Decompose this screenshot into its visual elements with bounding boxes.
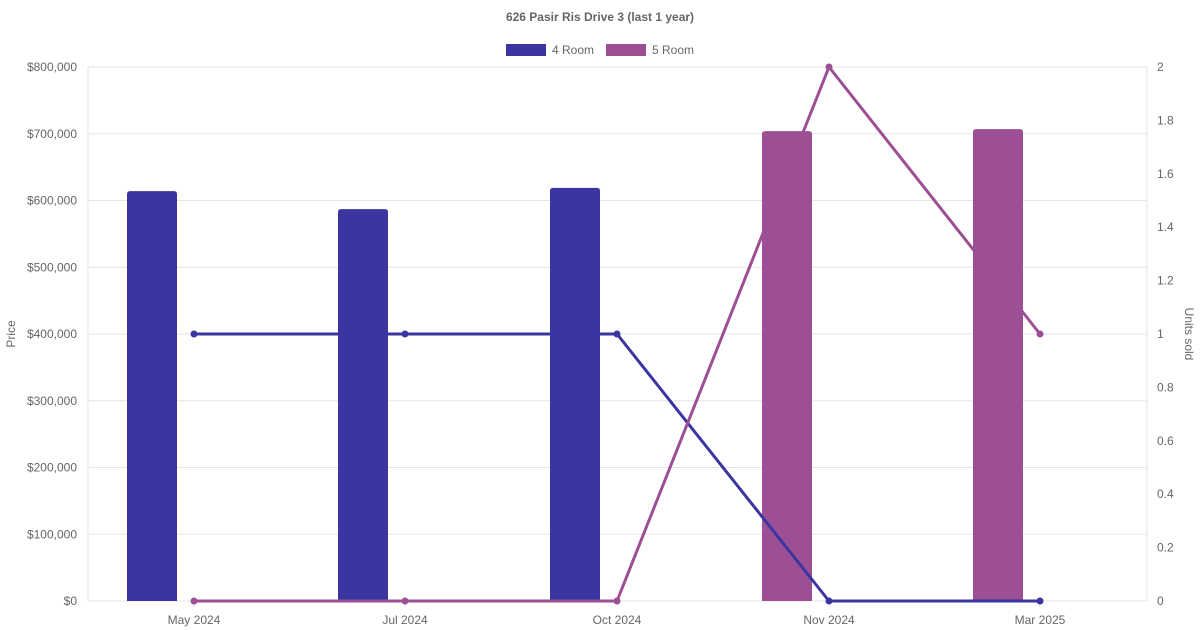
x-axis: May 2024 Jul 2024 Oct 2024 Nov 2024 Mar 2025 bbox=[168, 601, 1066, 627]
right-tick-label: 1.6 bbox=[1157, 167, 1174, 181]
left-tick-label: $0 bbox=[64, 594, 78, 608]
right-tick-label: 2 bbox=[1157, 60, 1164, 74]
left-tick-label: $500,000 bbox=[27, 260, 77, 274]
left-tick-label: $800,000 bbox=[27, 60, 77, 74]
right-tick-label: 0.6 bbox=[1157, 434, 1174, 448]
point-5-room[interactable] bbox=[401, 597, 409, 605]
point-5-room[interactable] bbox=[190, 597, 198, 605]
x-tick-label: May 2024 bbox=[168, 613, 221, 627]
left-tick-label: $700,000 bbox=[27, 127, 77, 141]
right-tick-label: 1.2 bbox=[1157, 274, 1174, 288]
bar-5-room[interactable] bbox=[762, 131, 812, 601]
right-y-axis: 0 0.2 0.4 0.6 0.8 1 1.2 1.4 1.6 1.8 2 bbox=[1157, 60, 1174, 608]
left-tick-label: $300,000 bbox=[27, 394, 77, 408]
right-tick-label: 0.4 bbox=[1157, 487, 1174, 501]
x-tick-label: Jul 2024 bbox=[382, 613, 428, 627]
lines bbox=[190, 63, 1044, 605]
bar-4-room[interactable] bbox=[550, 187, 600, 601]
legend-swatch[interactable] bbox=[506, 44, 546, 56]
point-5-room[interactable] bbox=[1036, 330, 1044, 338]
point-4-room[interactable] bbox=[190, 330, 198, 338]
point-5-room[interactable] bbox=[825, 63, 833, 71]
bar-5-room[interactable] bbox=[973, 129, 1023, 601]
right-axis-title: Units sold bbox=[1182, 308, 1196, 361]
right-tick-label: 0.8 bbox=[1157, 380, 1174, 394]
x-tick-label: Oct 2024 bbox=[593, 613, 642, 627]
right-tick-label: 1 bbox=[1157, 327, 1164, 341]
point-5-room[interactable] bbox=[613, 597, 621, 605]
legend-swatch[interactable] bbox=[606, 44, 646, 56]
bar-4-room[interactable] bbox=[338, 209, 388, 602]
point-4-room[interactable] bbox=[825, 597, 833, 605]
legend-label[interactable]: 4 Room bbox=[552, 43, 594, 57]
left-tick-label: $400,000 bbox=[27, 327, 77, 341]
left-tick-label: $600,000 bbox=[27, 194, 77, 208]
right-tick-label: 1.8 bbox=[1157, 113, 1174, 127]
bars bbox=[127, 129, 1023, 602]
left-axis-title: Price bbox=[4, 320, 18, 348]
chart-title: 626 Pasir Ris Drive 3 (last 1 year) bbox=[506, 10, 694, 24]
right-tick-label: 1.4 bbox=[1157, 220, 1174, 234]
point-4-room[interactable] bbox=[401, 330, 409, 338]
left-tick-label: $100,000 bbox=[27, 527, 77, 541]
x-tick-label: Nov 2024 bbox=[803, 613, 855, 627]
point-4-room[interactable] bbox=[1036, 597, 1044, 605]
point-4-room[interactable] bbox=[613, 330, 621, 338]
x-tick-label: Mar 2025 bbox=[1015, 613, 1066, 627]
bar-4-room[interactable] bbox=[127, 191, 177, 601]
left-tick-label: $200,000 bbox=[27, 461, 77, 475]
right-tick-label: 0 bbox=[1157, 594, 1164, 608]
right-tick-label: 0.2 bbox=[1157, 541, 1174, 555]
legend-label[interactable]: 5 Room bbox=[652, 43, 694, 57]
left-y-axis: $0 $100,000 $200,000 $300,000 $400,000 $500,0… bbox=[27, 60, 77, 608]
legend[interactable]: 4 Room 5 Room bbox=[506, 43, 694, 57]
